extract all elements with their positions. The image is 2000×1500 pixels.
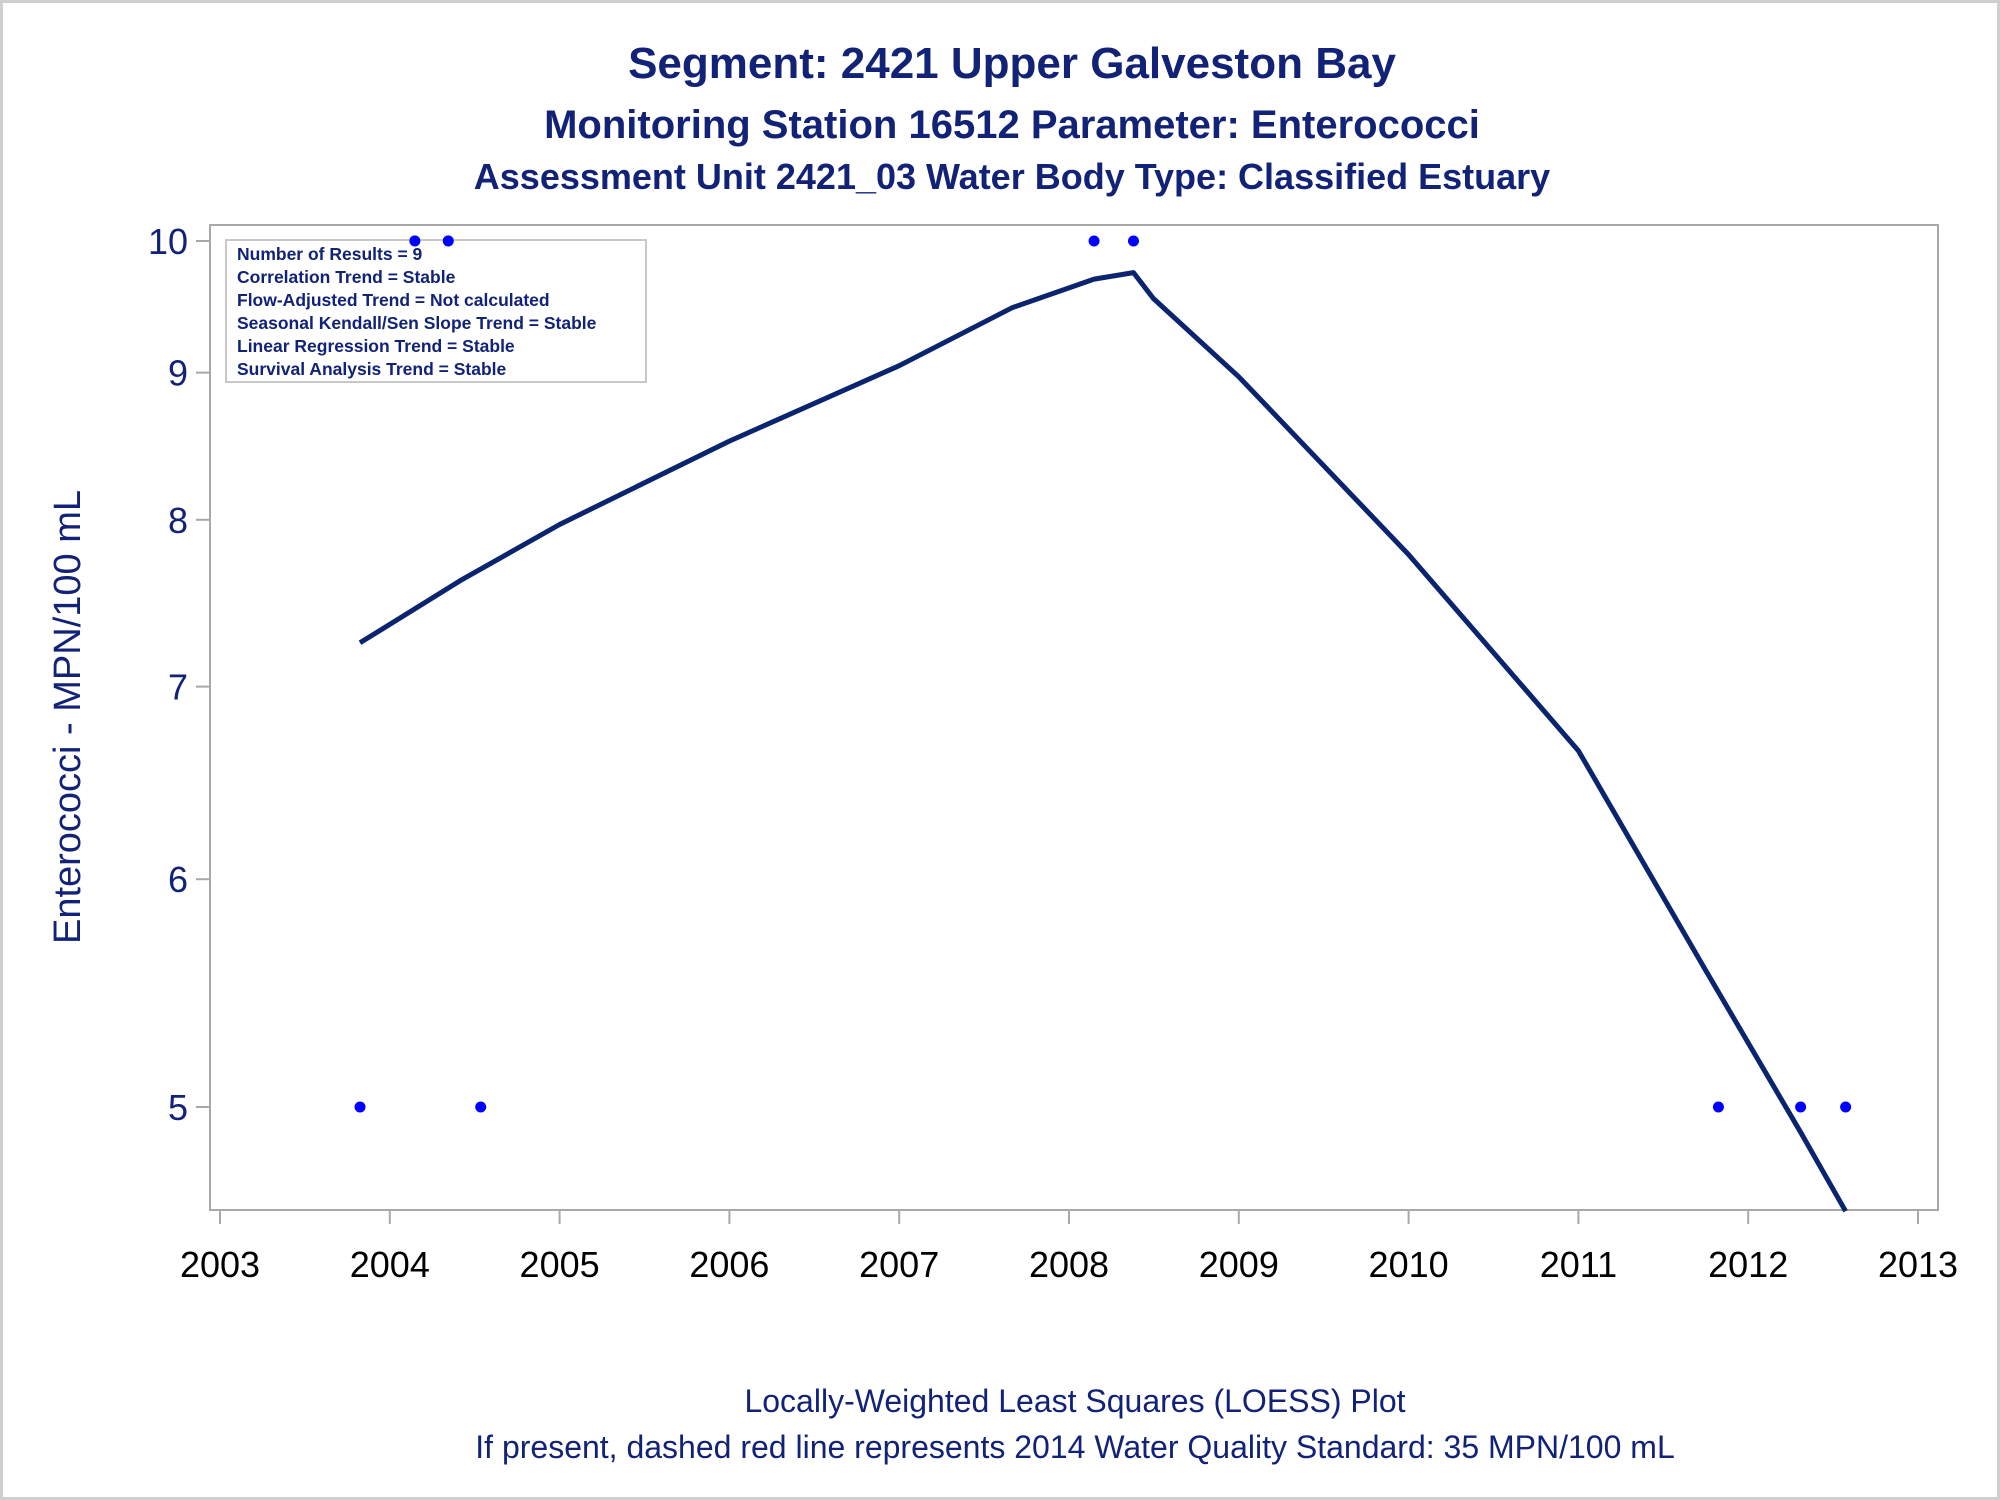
data-point [409,235,421,247]
stats-line: Flow-Adjusted Trend = Not calculated [237,290,550,310]
data-point [1795,1101,1807,1113]
x-tick-label: 2007 [859,1244,939,1285]
x-tick-label: 2004 [350,1244,430,1285]
y-axis: 5 6 7 8 9 10 [148,221,210,1128]
x-tick-label: 2012 [1708,1244,1788,1285]
stats-box: Number of Results = 9 Correlation Trend … [225,239,647,383]
data-point [1712,1101,1724,1113]
stats-line: Linear Regression Trend = Stable [237,336,515,356]
y-tick-label: 9 [168,353,188,394]
stats-line: Survival Analysis Trend = Stable [237,359,507,379]
x-tick-label: 2011 [1540,1244,1617,1285]
y-axis-label: Enterococci - MPN/100 mL [47,490,89,944]
y-tick-label: 7 [168,667,188,708]
footnote-standard: If present, dashed red line represents 2… [475,1429,1674,1465]
x-tick-label: 2003 [180,1244,260,1285]
y-tick-label: 6 [168,859,188,900]
loess-curve-group [358,270,1848,1213]
stats-line: Seasonal Kendall/Sen Slope Trend = Stabl… [237,313,597,333]
data-point [475,1101,487,1113]
x-axis: 2003 2004 2005 2006 2007 2008 2009 2010 2011 2012… [180,1210,1958,1285]
chart-title: Segment: 2421 Upper Galveston Bay [628,39,1396,88]
x-tick-label: 2010 [1369,1244,1449,1285]
chart-subtitle: Monitoring Station 16512 Parameter: Ente… [544,103,1480,147]
data-point [442,235,454,247]
footnote-loess: Locally-Weighted Least Squares (LOESS) P… [744,1383,1405,1419]
y-tick-label: 10 [148,221,188,262]
x-tick-label: 2006 [689,1244,769,1285]
plot-area [209,224,1939,1211]
data-point [354,1101,366,1113]
y-tick-label: 8 [168,500,188,541]
data-point [1127,235,1139,247]
x-tick-label: 2005 [520,1244,600,1285]
x-tick-label: 2013 [1878,1244,1958,1285]
stats-line: Correlation Trend = Stable [237,267,456,287]
stats-line: Number of Results = 9 [237,244,423,264]
data-point [1840,1101,1852,1113]
chart-subtitle-2: Assessment Unit 2421_03 Water Body Type:… [474,156,1550,197]
x-tick-label: 2009 [1199,1244,1279,1285]
loess-curve [358,270,1848,1213]
stats-box-border [225,239,647,383]
y-tick-label: 5 [168,1087,188,1128]
data-point [1088,235,1100,247]
x-tick-label: 2008 [1029,1244,1109,1285]
